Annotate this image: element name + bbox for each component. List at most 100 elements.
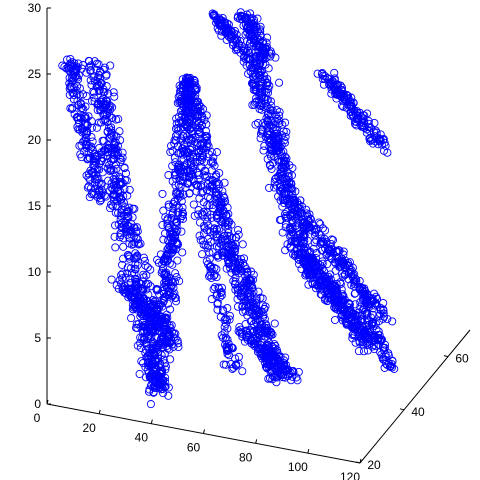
data-point <box>125 239 134 248</box>
data-point <box>329 249 338 258</box>
data-point <box>370 118 379 128</box>
data-point <box>357 334 366 343</box>
data-point <box>173 98 182 107</box>
data-point <box>149 340 158 349</box>
data-point <box>301 271 310 280</box>
data-point <box>252 56 261 66</box>
data-point <box>223 256 233 265</box>
data-point <box>263 354 272 363</box>
data-point <box>356 298 365 307</box>
data-point <box>143 263 152 272</box>
x-tick-mark <box>307 449 310 454</box>
data-point <box>213 305 222 314</box>
data-point <box>86 61 95 70</box>
data-point <box>139 293 148 302</box>
data-point <box>290 200 299 209</box>
data-point <box>203 217 212 226</box>
data-point <box>257 320 266 329</box>
data-point <box>331 266 340 275</box>
data-point <box>190 211 199 220</box>
data-point <box>177 136 186 145</box>
data-point <box>154 339 163 348</box>
z-tick-label: 10 <box>28 265 42 279</box>
data-point <box>208 201 217 210</box>
data-point <box>125 203 134 212</box>
data-point <box>352 277 361 286</box>
data-point <box>164 200 173 209</box>
data-point <box>309 244 318 253</box>
data-point <box>185 189 194 198</box>
data-point <box>288 163 297 173</box>
data-point <box>84 56 93 65</box>
data-point <box>254 41 263 50</box>
data-point <box>243 295 252 304</box>
data-point <box>215 284 224 293</box>
data-point <box>93 192 102 201</box>
data-point <box>379 305 388 314</box>
data-point <box>233 12 243 21</box>
data-point <box>155 290 164 299</box>
data-point <box>120 288 129 297</box>
data-point <box>225 311 234 320</box>
data-point <box>213 251 222 260</box>
data-point <box>162 341 171 350</box>
data-point <box>131 260 140 269</box>
data-point <box>205 248 214 257</box>
data-point <box>167 233 176 243</box>
data-point <box>131 265 140 274</box>
data-point <box>233 225 243 235</box>
data-point <box>359 347 369 356</box>
data-point <box>87 80 96 90</box>
data-point <box>289 368 298 377</box>
data-point <box>164 273 173 282</box>
data-point <box>345 100 354 109</box>
data-point <box>257 93 266 102</box>
data-point <box>323 259 332 269</box>
data-point <box>173 336 182 345</box>
data-point <box>253 40 262 49</box>
data-point <box>183 122 192 131</box>
data-point <box>94 86 103 96</box>
data-point <box>234 39 243 48</box>
data-point <box>175 277 184 286</box>
data-point <box>271 53 280 62</box>
data-point <box>228 38 237 47</box>
data-point <box>252 294 261 303</box>
data-point <box>240 288 249 297</box>
data-point <box>92 123 101 132</box>
data-point <box>220 17 229 26</box>
data-point <box>80 136 89 145</box>
data-point <box>245 307 254 316</box>
data-point <box>160 340 169 349</box>
x-tick-label: 0 <box>34 411 41 425</box>
data-point <box>241 306 250 316</box>
data-point <box>149 375 158 385</box>
data-point <box>343 91 352 100</box>
data-point <box>214 19 223 28</box>
data-point <box>83 127 92 136</box>
data-point <box>325 75 334 84</box>
data-point <box>334 80 343 89</box>
data-point <box>148 310 157 319</box>
data-point <box>206 270 215 280</box>
data-point <box>281 118 290 127</box>
data-point <box>220 178 229 187</box>
data-point <box>170 170 179 179</box>
data-point <box>115 233 124 242</box>
data-point <box>319 80 328 89</box>
data-point <box>310 238 319 247</box>
data-point <box>155 375 164 384</box>
data-point <box>147 345 157 354</box>
data-point <box>255 101 264 110</box>
data-point <box>213 189 222 198</box>
data-point <box>133 301 142 310</box>
data-point <box>238 367 247 376</box>
data-point <box>200 134 209 144</box>
data-point <box>260 304 269 313</box>
data-point <box>239 47 248 56</box>
data-point <box>260 71 269 80</box>
data-point <box>107 275 116 284</box>
data-point <box>102 71 111 80</box>
data-point <box>203 201 212 210</box>
data-point <box>166 355 175 364</box>
